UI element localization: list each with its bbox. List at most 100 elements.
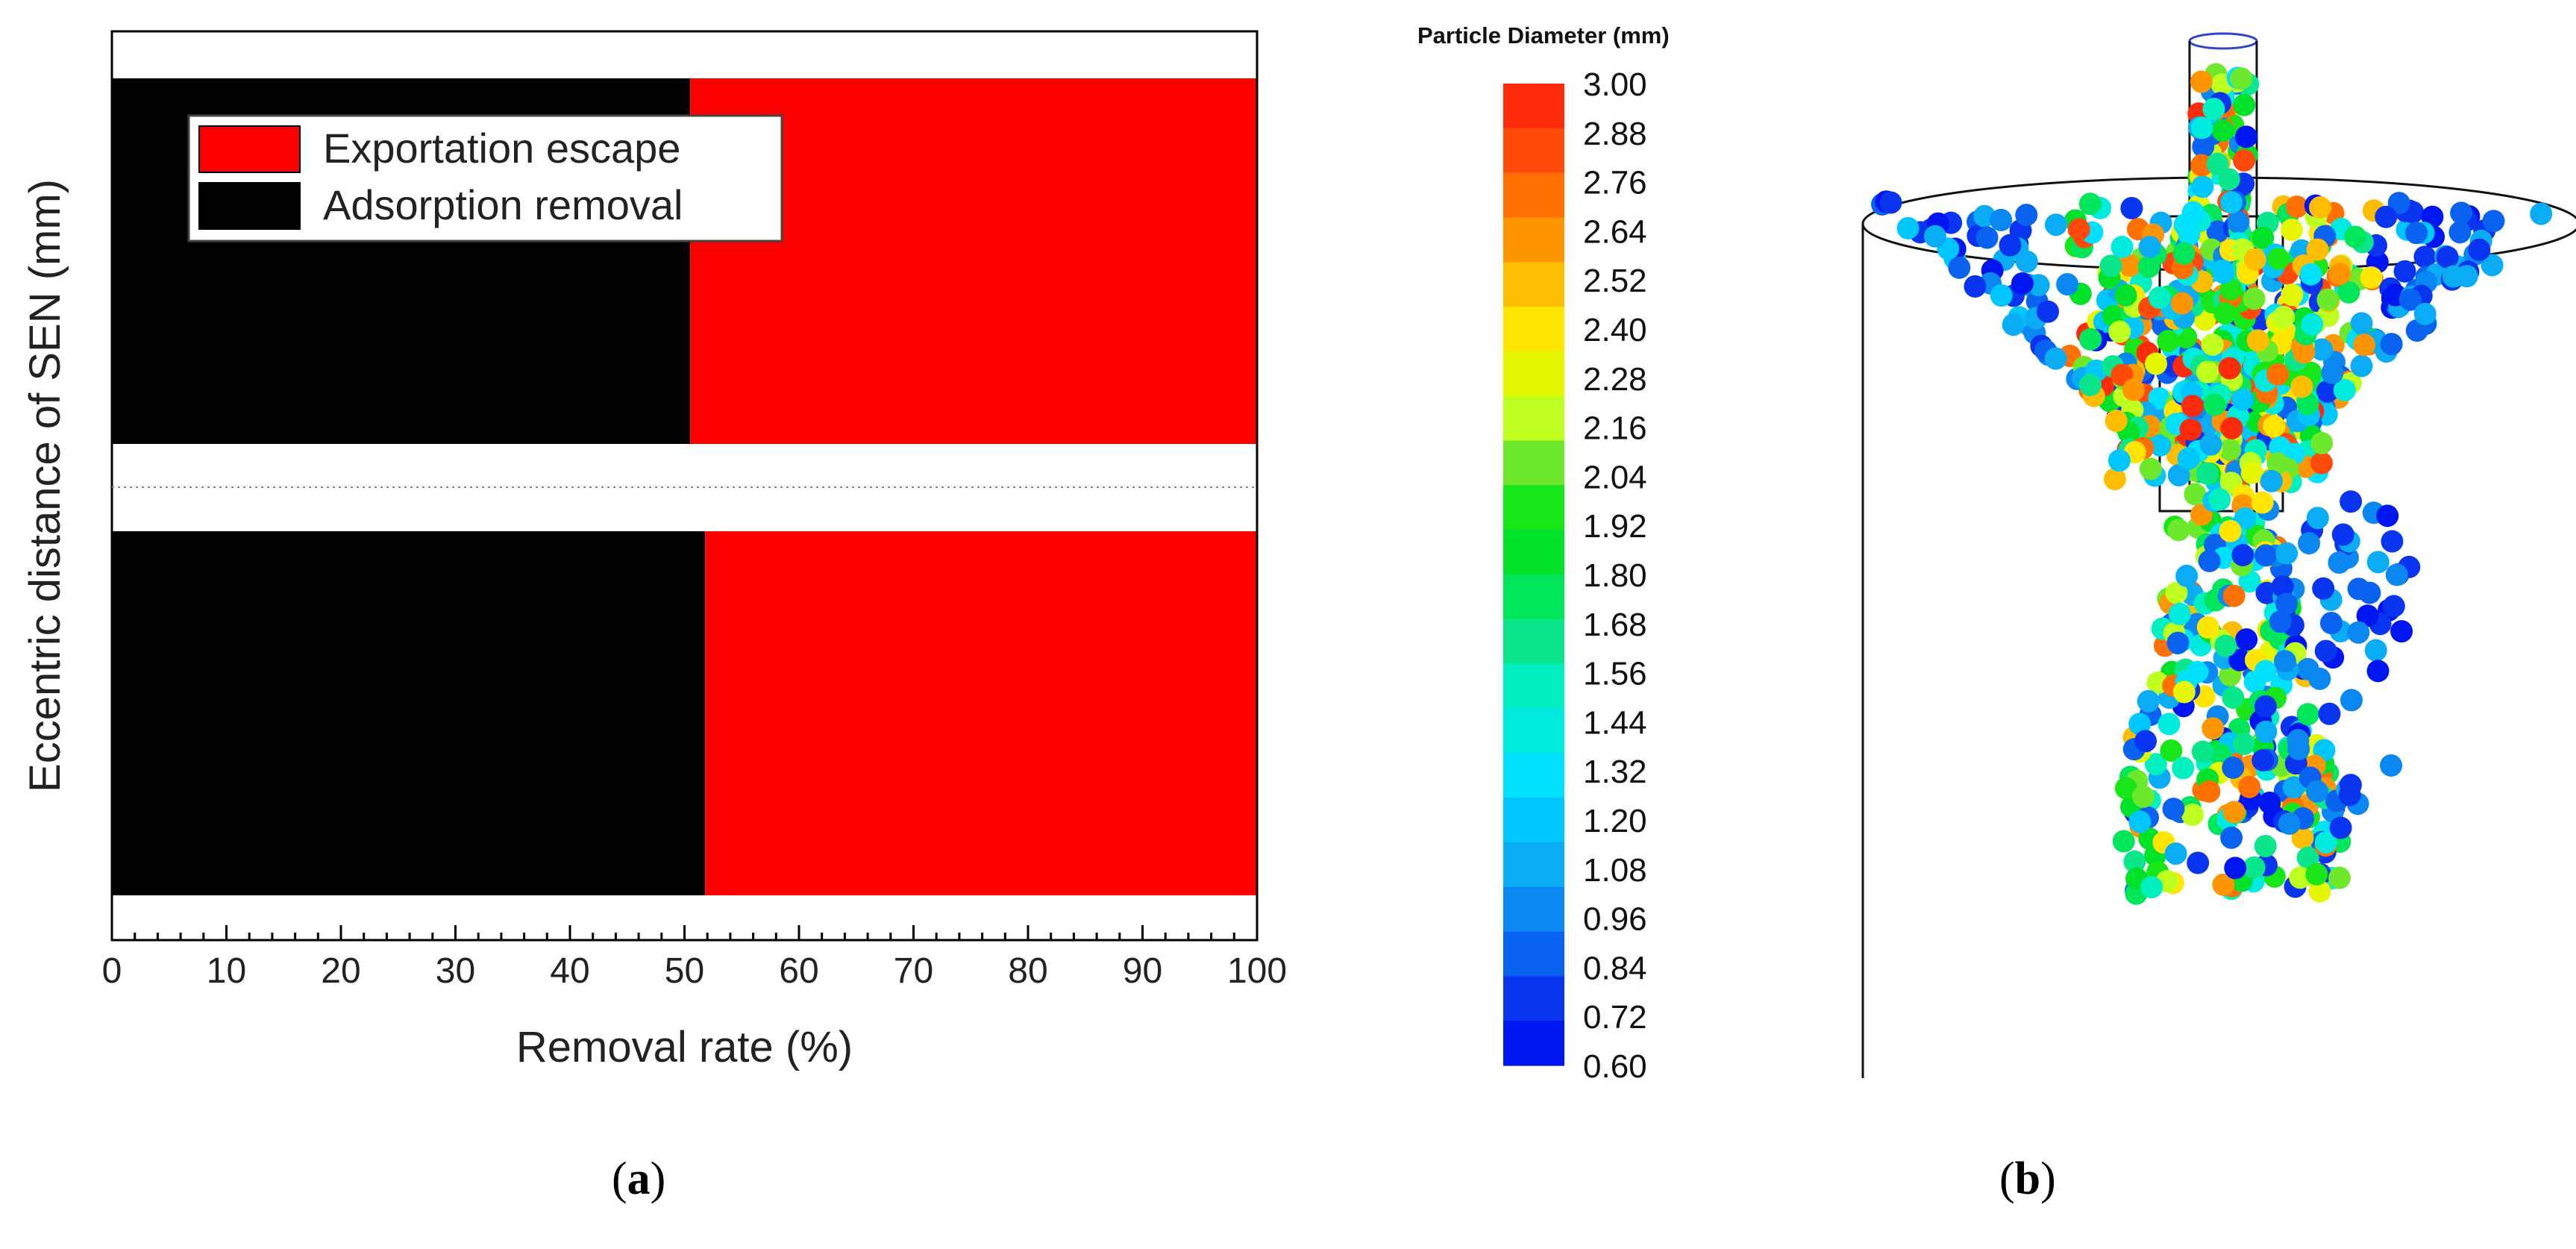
colorbar-tick-label: 1.92 bbox=[1583, 508, 1647, 545]
particle bbox=[2291, 826, 2314, 849]
particle bbox=[2044, 347, 2067, 370]
particle bbox=[2178, 223, 2201, 246]
x-tick-label: 10 bbox=[207, 951, 246, 991]
particle bbox=[2405, 319, 2428, 342]
particle bbox=[2366, 660, 2389, 683]
particle bbox=[2214, 634, 2237, 657]
particle bbox=[2103, 468, 2126, 491]
particle bbox=[2290, 375, 2313, 398]
particle bbox=[2196, 616, 2219, 639]
colorbar-segment bbox=[1503, 217, 1564, 263]
colorbar-segment bbox=[1503, 798, 1564, 843]
particle bbox=[1999, 234, 2022, 257]
colorbar-tick-label: 2.88 bbox=[1583, 116, 1647, 152]
particle bbox=[2296, 703, 2319, 726]
particle bbox=[2134, 730, 2157, 753]
particle bbox=[2212, 873, 2235, 896]
particle bbox=[2222, 686, 2245, 710]
particle bbox=[2231, 544, 2254, 567]
particle bbox=[2181, 395, 2204, 418]
particle bbox=[2329, 816, 2352, 839]
colorbar-segment bbox=[1503, 663, 1564, 710]
particle bbox=[2254, 720, 2278, 743]
particle bbox=[1896, 216, 1920, 240]
x-tick-label: 50 bbox=[665, 951, 704, 991]
particle bbox=[1990, 284, 2013, 307]
colorbar-segment bbox=[1503, 753, 1564, 798]
particle bbox=[2530, 202, 2553, 225]
particle bbox=[2267, 247, 2290, 270]
particle bbox=[2282, 776, 2305, 799]
particle bbox=[2202, 98, 2225, 121]
colorbar-tick-label: 0.72 bbox=[1583, 999, 1647, 1036]
colorbar-segment bbox=[1503, 395, 1564, 442]
particle bbox=[2118, 254, 2141, 277]
x-tick-label: 40 bbox=[550, 951, 589, 991]
particle bbox=[2301, 313, 2324, 336]
colorbar-segment bbox=[1503, 575, 1564, 620]
particle bbox=[2321, 361, 2344, 384]
colorbar-tick-label: 1.68 bbox=[1583, 607, 1647, 643]
particle bbox=[2275, 592, 2298, 616]
particle bbox=[1879, 191, 1902, 214]
particle bbox=[2224, 857, 2247, 880]
particle bbox=[2305, 863, 2328, 886]
particle bbox=[2328, 866, 2351, 889]
particle bbox=[2212, 261, 2235, 284]
particle bbox=[2385, 563, 2408, 586]
colorbar-tick-label: 0.60 bbox=[1583, 1048, 1647, 1085]
particle bbox=[2308, 880, 2331, 903]
colorbar-tick-label: 2.28 bbox=[1583, 361, 1647, 398]
particle bbox=[2110, 236, 2134, 259]
particle bbox=[2140, 876, 2163, 899]
particle bbox=[2232, 733, 2255, 756]
x-tick-label: 100 bbox=[1227, 951, 1287, 991]
particle bbox=[2144, 753, 2167, 776]
caption-a: (a) bbox=[612, 1153, 666, 1204]
colorbar-segment bbox=[1503, 262, 1564, 307]
particle bbox=[2222, 756, 2245, 779]
particle bbox=[2227, 210, 2250, 234]
particle bbox=[2238, 775, 2261, 798]
particle bbox=[2380, 333, 2403, 356]
caption-b: (b) bbox=[1999, 1153, 2056, 1204]
particle bbox=[2413, 302, 2436, 325]
particle bbox=[2120, 196, 2143, 219]
particle bbox=[2139, 457, 2162, 480]
particle bbox=[2184, 483, 2207, 506]
particle bbox=[2002, 313, 2025, 336]
particle bbox=[2112, 830, 2135, 853]
particle bbox=[2108, 449, 2131, 472]
particle bbox=[2164, 842, 2187, 865]
colorbar-title: Particle Diameter (mm) bbox=[1417, 22, 1670, 48]
particle bbox=[2309, 196, 2332, 219]
particle bbox=[2314, 639, 2337, 663]
y-axis-label: Eccentric distance of SEN (mm) bbox=[21, 179, 69, 792]
particle bbox=[2266, 452, 2290, 475]
particle bbox=[2166, 631, 2190, 654]
particle bbox=[2114, 777, 2137, 800]
particle bbox=[2316, 288, 2340, 311]
legend-swatch bbox=[198, 182, 301, 230]
particle bbox=[2148, 286, 2171, 309]
colorbar-tick-label: 2.76 bbox=[1583, 165, 1647, 201]
particle bbox=[2196, 360, 2219, 384]
particle bbox=[2258, 792, 2281, 815]
particle bbox=[2382, 595, 2405, 618]
legend: Exportation escape Adsorption removal bbox=[187, 114, 783, 242]
particle bbox=[2211, 119, 2234, 143]
particle bbox=[2318, 702, 2341, 725]
particle bbox=[2190, 154, 2213, 177]
particle bbox=[2213, 301, 2237, 325]
legend-label: Exportation escape bbox=[323, 125, 680, 172]
particle bbox=[2390, 620, 2413, 643]
particle bbox=[2316, 380, 2339, 403]
bar-exportation-0 bbox=[690, 78, 1257, 444]
particle bbox=[2436, 245, 2459, 269]
particle bbox=[2138, 235, 2161, 258]
legend-swatch bbox=[198, 125, 301, 173]
particle bbox=[2201, 717, 2225, 740]
particle bbox=[2187, 851, 2210, 874]
colorbar-segment bbox=[1503, 307, 1564, 352]
colorbar-segment bbox=[1503, 530, 1564, 575]
